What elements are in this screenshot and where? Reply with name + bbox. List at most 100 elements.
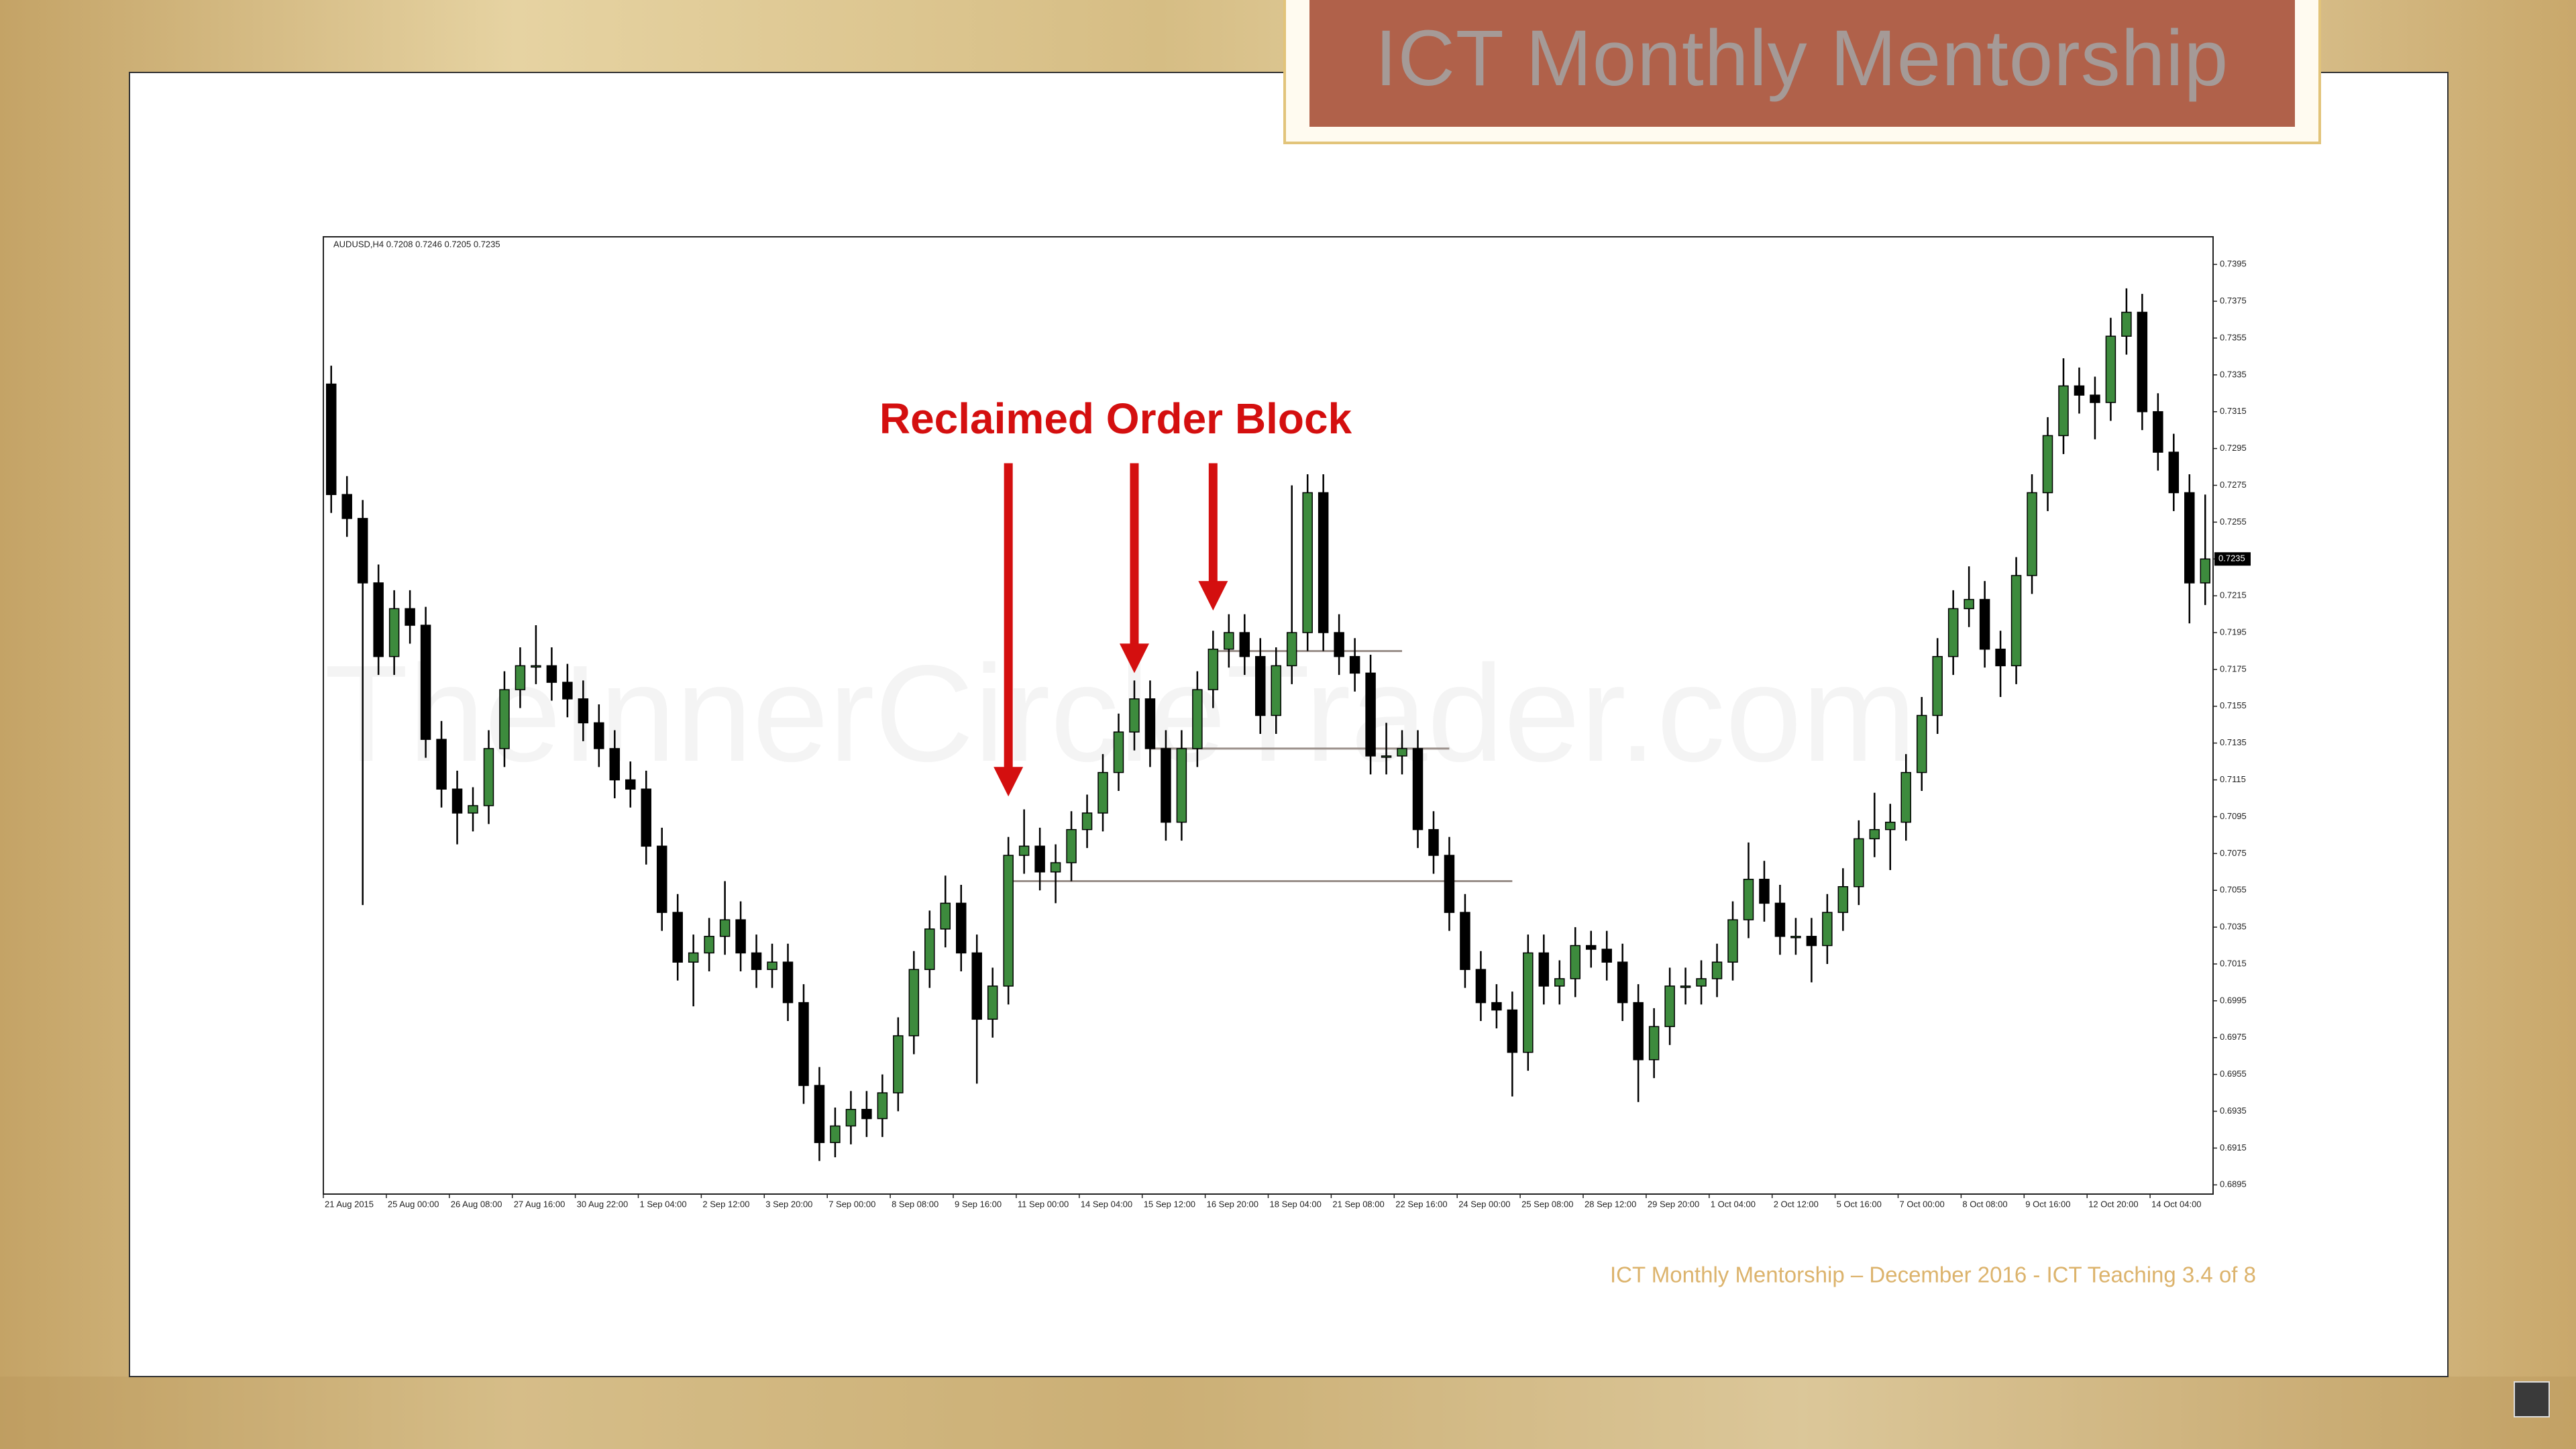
y-tick-label: 0.6955 xyxy=(2220,1069,2247,1079)
candle-body xyxy=(1696,978,1707,987)
candle-body xyxy=(609,748,621,781)
candle-body xyxy=(719,919,731,937)
x-tick-label: 25 Aug 00:00 xyxy=(388,1199,439,1209)
candle-body xyxy=(1680,985,1691,988)
x-tick-label: 5 Oct 16:00 xyxy=(1837,1199,1882,1209)
candle-body xyxy=(546,665,557,683)
y-tick-label: 0.6995 xyxy=(2220,995,2247,1005)
candle-body xyxy=(405,608,415,626)
footer: ICT Monthly Mentorship – December 2016 -… xyxy=(1610,1263,2256,1287)
candle-body xyxy=(1381,755,1392,758)
candle-body xyxy=(1349,655,1360,674)
candle-body xyxy=(1018,845,1030,856)
x-tick-label: 30 Aug 22:00 xyxy=(577,1199,629,1209)
title-banner xyxy=(1309,0,2295,127)
candle-body xyxy=(767,961,777,970)
candle-body xyxy=(1491,1002,1502,1011)
candle-body xyxy=(1806,936,1817,947)
candle-body xyxy=(2058,385,2069,437)
candle-body xyxy=(1034,845,1045,873)
x-tick-label: 16 Sep 20:00 xyxy=(1207,1199,1258,1209)
candle-body xyxy=(1192,689,1203,749)
candle-body xyxy=(1523,952,1534,1053)
y-tick-label: 0.7395 xyxy=(2220,259,2247,269)
candle-body xyxy=(2153,411,2163,453)
candle-body xyxy=(1507,1009,1518,1053)
candle-body xyxy=(1460,912,1470,970)
y-tick-label: 0.7135 xyxy=(2220,737,2247,747)
x-tick-label: 14 Oct 04:00 xyxy=(2151,1199,2201,1209)
candle-body xyxy=(1239,632,1250,657)
candle-body xyxy=(1538,952,1550,987)
corner-icon xyxy=(2514,1381,2550,1417)
y-tick-label: 0.7255 xyxy=(2220,517,2247,527)
candle-body xyxy=(1554,978,1565,987)
candle-body xyxy=(499,689,510,749)
candle-body xyxy=(373,582,384,657)
candle-body xyxy=(814,1085,825,1143)
candle-body xyxy=(845,1109,857,1127)
x-tick-label: 9 Sep 16:00 xyxy=(955,1199,1002,1209)
candle-body xyxy=(1822,912,1833,947)
y-tick-label: 0.7015 xyxy=(2220,958,2247,968)
x-tick-label: 7 Oct 00:00 xyxy=(1900,1199,1945,1209)
x-tick-label: 7 Sep 00:00 xyxy=(828,1199,875,1209)
candle-body xyxy=(1585,945,1597,950)
y-tick-label: 0.6915 xyxy=(2220,1142,2247,1152)
candle-body xyxy=(2168,451,2180,494)
current-price-label: 0.7235 xyxy=(2218,553,2245,564)
candle-body xyxy=(468,805,478,814)
candle-body xyxy=(1648,1026,1660,1061)
candle-body xyxy=(357,518,368,584)
x-tick-label: 1 Oct 04:00 xyxy=(1711,1199,1756,1209)
candle-body xyxy=(2105,335,2116,403)
candle-body xyxy=(1979,598,1990,650)
x-tick-label: 3 Sep 20:00 xyxy=(765,1199,812,1209)
candle-body xyxy=(940,902,951,930)
candle-body xyxy=(1964,598,1974,610)
y-tick-label: 0.7175 xyxy=(2220,663,2247,674)
candle-body xyxy=(2121,311,2132,337)
x-tick-label: 8 Oct 08:00 xyxy=(1962,1199,2007,1209)
candle-body xyxy=(1208,648,1219,690)
candle-body xyxy=(1050,862,1061,873)
candle-body xyxy=(388,608,400,657)
candle-body xyxy=(1743,878,1754,920)
candle-body xyxy=(1711,961,1723,979)
candle-body xyxy=(1271,665,1281,716)
arrow-head xyxy=(1198,581,1228,611)
candle-body xyxy=(2200,558,2211,584)
candle-body xyxy=(2090,394,2100,403)
x-tick-label: 24 Sep 00:00 xyxy=(1458,1199,1510,1209)
candle-body xyxy=(1161,748,1171,823)
candle-body xyxy=(1837,885,1849,913)
chart-header: AUDUSD,H4 0.7208 0.7246 0.7205 0.7235 xyxy=(333,239,500,249)
candle-body xyxy=(2027,492,2037,576)
candle-body xyxy=(688,952,699,963)
candle-body xyxy=(1066,828,1077,863)
candle-body xyxy=(2074,385,2085,396)
candle-body xyxy=(1334,632,1344,657)
y-tick-label: 0.7195 xyxy=(2220,627,2247,637)
candle-body xyxy=(798,1002,809,1086)
x-tick-label: 12 Oct 20:00 xyxy=(2088,1199,2138,1209)
candle-body xyxy=(877,1092,888,1120)
candle-body xyxy=(1176,748,1187,823)
candle-body xyxy=(1286,632,1297,667)
y-tick-label: 0.6935 xyxy=(2220,1106,2247,1116)
y-tick-label: 0.6895 xyxy=(2220,1179,2247,1189)
candle-body xyxy=(1885,821,1896,830)
candle-body xyxy=(1365,672,1376,757)
candle-body xyxy=(1302,492,1313,633)
candle-body xyxy=(1113,731,1124,773)
candle-body xyxy=(625,779,636,790)
x-tick-label: 9 Oct 16:00 xyxy=(2025,1199,2070,1209)
candle-body xyxy=(1444,855,1455,913)
candle-body xyxy=(971,952,982,1020)
candle-body xyxy=(751,952,762,970)
x-tick-label: 21 Aug 2015 xyxy=(325,1199,374,1209)
candle-body xyxy=(325,383,337,495)
slide xyxy=(129,72,2449,1377)
y-tick-label: 0.7215 xyxy=(2220,590,2247,600)
